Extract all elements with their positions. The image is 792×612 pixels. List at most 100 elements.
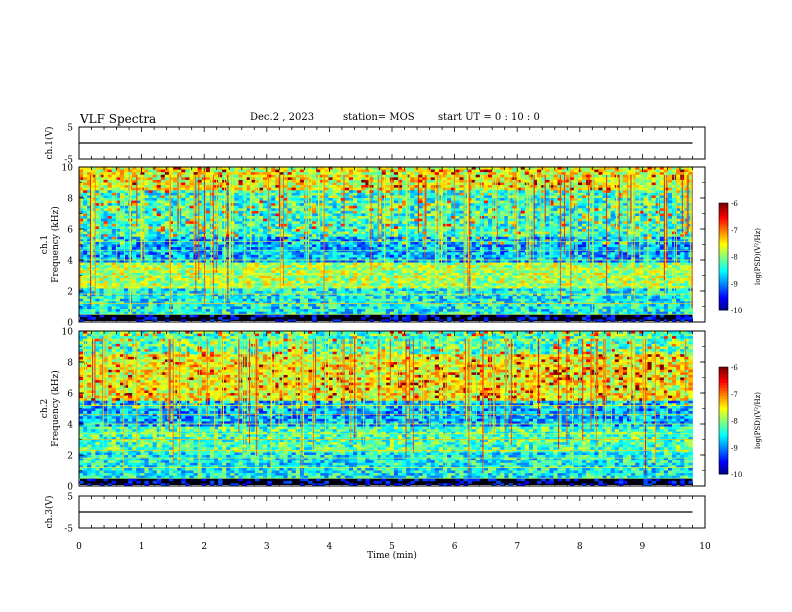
psd-cell xyxy=(385,192,391,196)
psd-cell xyxy=(504,182,509,186)
psd-cell xyxy=(140,234,145,238)
psd-cell xyxy=(365,172,370,176)
psd-cell xyxy=(520,177,526,181)
psd-cell xyxy=(455,167,460,170)
psd-cell xyxy=(393,244,399,248)
psd-cell xyxy=(492,247,497,251)
psd-cell xyxy=(479,229,485,232)
psd-cell xyxy=(557,244,563,248)
psd-cell xyxy=(111,226,117,230)
psd-cell xyxy=(676,179,681,183)
psd-cell xyxy=(577,198,583,201)
psd-cell xyxy=(577,195,583,199)
psd-cell xyxy=(565,234,571,238)
psd-cell xyxy=(168,172,174,176)
psd-cell xyxy=(569,213,575,217)
psd-cell xyxy=(373,179,378,183)
psd-cell xyxy=(275,239,280,243)
psd-cell xyxy=(209,241,215,245)
psd-cell xyxy=(246,179,252,183)
psd-cell xyxy=(148,200,154,204)
psd-cell xyxy=(267,203,272,207)
psd-cell xyxy=(447,210,452,214)
psd-cell xyxy=(557,203,563,207)
psd-cell xyxy=(463,205,468,209)
psd-cell xyxy=(279,226,284,230)
psd-cell xyxy=(414,190,419,194)
psd-cell xyxy=(177,249,182,253)
psd-cell xyxy=(119,231,125,235)
psd-cell xyxy=(275,229,280,232)
psd-cell xyxy=(197,223,203,227)
psd-cell xyxy=(340,174,346,178)
psd-cell xyxy=(373,195,378,199)
psd-cell xyxy=(250,203,256,207)
psd-cell xyxy=(557,190,563,194)
psd-cell xyxy=(430,223,436,227)
psd-cell xyxy=(508,177,513,181)
psd-cell xyxy=(164,195,170,199)
psd-cell xyxy=(594,167,599,170)
y-tick-label: -5 xyxy=(64,156,73,166)
psd-cell xyxy=(418,179,423,183)
psd-cell xyxy=(83,192,88,196)
psd-cell xyxy=(287,229,293,232)
psd-cell xyxy=(516,169,522,173)
psd-cell xyxy=(254,177,260,181)
psd-cell xyxy=(209,172,215,176)
psd-cell xyxy=(475,236,481,240)
psd-cell xyxy=(91,213,96,217)
psd-cell xyxy=(107,244,113,248)
psd-cell xyxy=(107,221,113,225)
psd-cell xyxy=(308,190,313,194)
psd-cell xyxy=(308,218,313,222)
psd-cell xyxy=(541,241,546,245)
psd-cell xyxy=(287,185,293,189)
psd-cell xyxy=(402,177,407,181)
psd-cell xyxy=(672,167,677,170)
psd-cell xyxy=(234,249,239,253)
psd-cell xyxy=(414,187,419,191)
psd-cell xyxy=(197,205,203,209)
psd-cell xyxy=(365,190,370,194)
psd-cell xyxy=(582,169,587,173)
psd-cell xyxy=(381,172,387,176)
psd-cell xyxy=(271,182,276,186)
psd-cell xyxy=(385,185,391,189)
psd-cell xyxy=(226,239,231,243)
psd-cell xyxy=(332,223,338,227)
psd-cell xyxy=(189,198,194,201)
psd-cell xyxy=(353,174,358,178)
psd-cell xyxy=(132,172,137,176)
psd-cell xyxy=(320,244,325,248)
psd-cell xyxy=(164,234,170,238)
psd-cell xyxy=(324,167,329,170)
psd-cell xyxy=(303,174,309,178)
psd-cell xyxy=(287,200,293,204)
psd-cell xyxy=(516,198,522,201)
psd-cell xyxy=(140,218,145,222)
psd-cell xyxy=(553,195,558,199)
psd-cell xyxy=(627,216,632,220)
psd-cell xyxy=(545,218,550,222)
psd-cell xyxy=(532,190,538,194)
psd-cell xyxy=(148,241,154,245)
psd-cell xyxy=(213,169,219,173)
psd-cell xyxy=(496,208,501,212)
psd-cell xyxy=(451,182,456,186)
psd-cell xyxy=(398,169,403,173)
psd-cell xyxy=(627,236,632,240)
psd-cell xyxy=(95,200,100,204)
psd-cell xyxy=(455,226,460,230)
psd-cell xyxy=(426,231,432,235)
psd-cell xyxy=(500,195,505,199)
psd-cell xyxy=(291,213,297,217)
psd-cell xyxy=(185,179,190,183)
psd-cell xyxy=(267,218,272,222)
psd-cell xyxy=(271,192,276,196)
psd-cell xyxy=(426,182,432,186)
psd-cell xyxy=(418,247,423,251)
psd-cell xyxy=(418,216,423,220)
y-axis-label: ch.1(V) xyxy=(44,127,55,160)
psd-cell xyxy=(451,200,456,204)
